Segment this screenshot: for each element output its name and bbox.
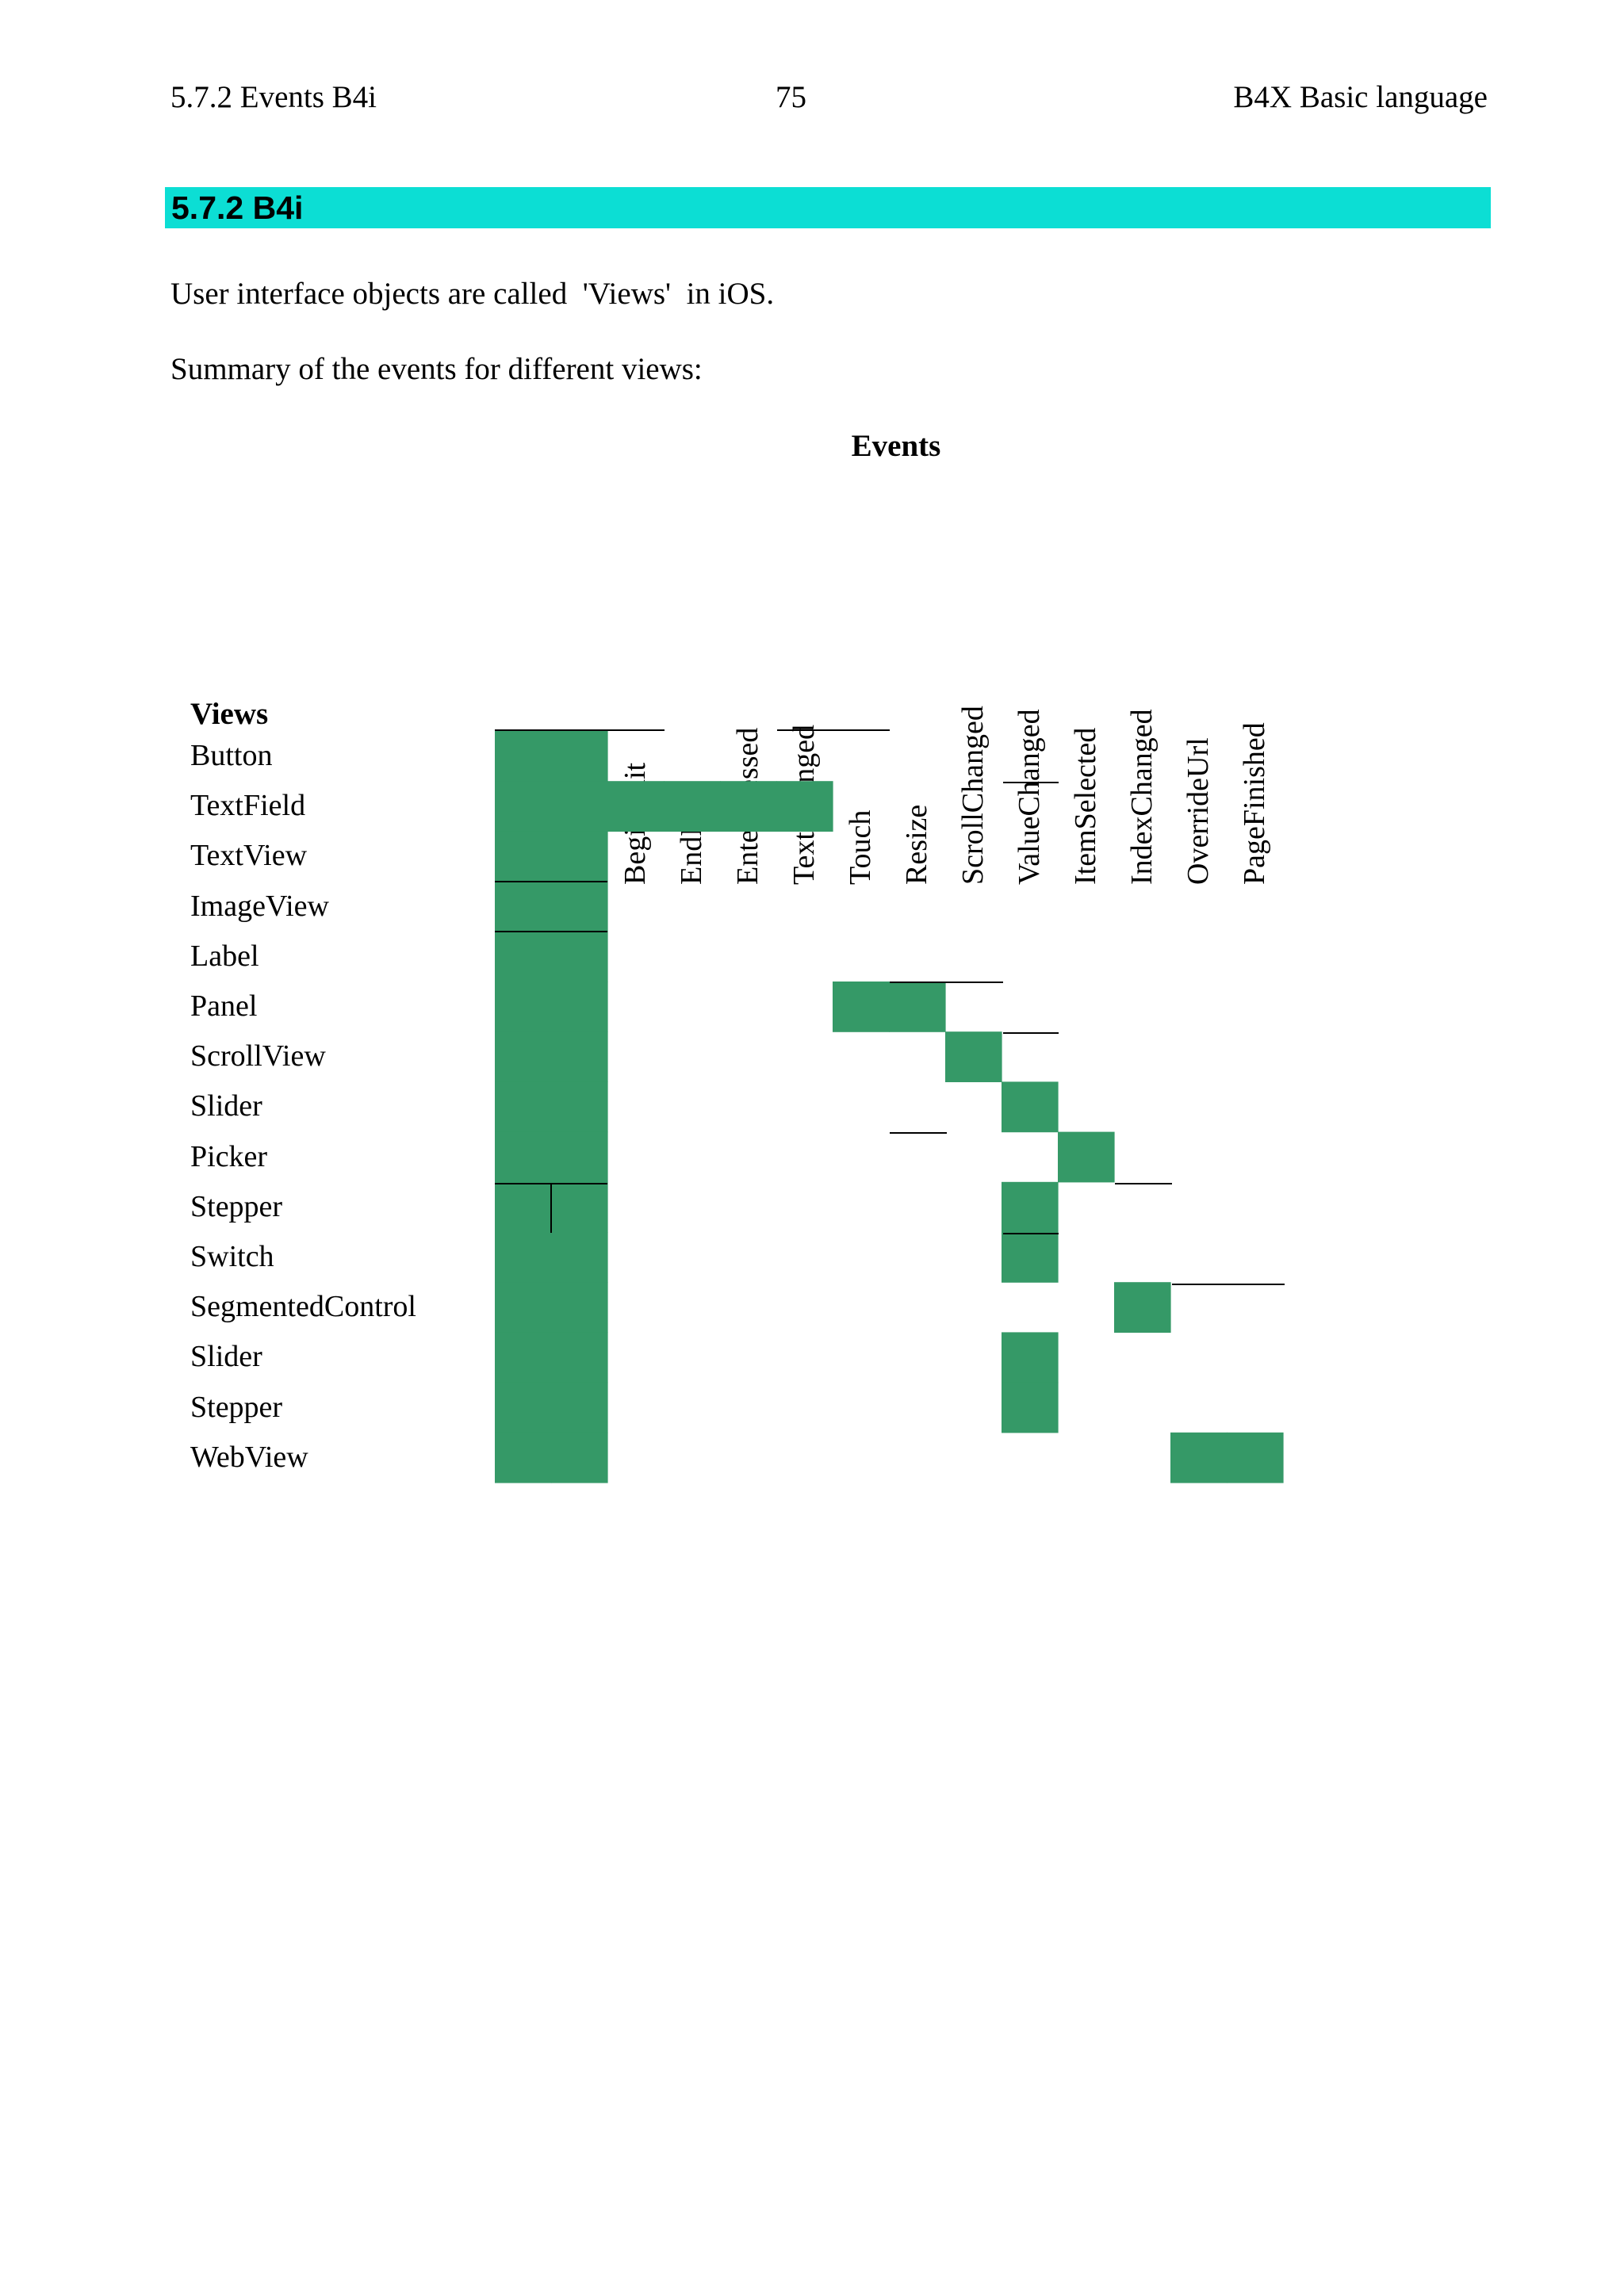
section-heading-bar: 5.7.2 B4i xyxy=(165,187,1491,228)
event-cell-click xyxy=(495,1332,552,1383)
event-cell-enterpressed xyxy=(720,781,777,832)
event-cell-click xyxy=(495,1382,552,1433)
view-row-label: ImageView xyxy=(190,889,329,923)
events-heading: Events xyxy=(851,429,941,463)
view-row-label: TextField xyxy=(190,789,306,823)
event-cell-click xyxy=(495,931,552,982)
event-cell-overrideurl xyxy=(1170,1432,1228,1483)
event-cell-longclick xyxy=(551,781,608,832)
event-cell-textchanged xyxy=(776,781,833,832)
section-title: 5.7.2 B4i xyxy=(171,189,304,226)
view-row-label: WebView xyxy=(190,1440,308,1474)
event-cell-click xyxy=(495,1031,552,1082)
view-row-label: Stepper xyxy=(190,1390,283,1424)
event-cell-longclick xyxy=(551,1181,608,1233)
event-cell-click xyxy=(495,781,552,832)
event-cell-touch xyxy=(833,982,890,1032)
event-cell-indexchanged xyxy=(1114,1282,1171,1333)
view-row-label: Label xyxy=(190,939,259,973)
event-cell-click xyxy=(495,731,552,782)
view-row-label: Picker xyxy=(190,1139,268,1173)
event-cell-click xyxy=(495,831,552,882)
event-cell-itemselected xyxy=(1058,1131,1115,1183)
event-cell-valuechanged xyxy=(1002,1081,1059,1133)
event-cell-click xyxy=(495,1181,552,1233)
event-cell-pagefinished xyxy=(1227,1432,1284,1483)
view-row-label: SegmentedControl xyxy=(190,1290,416,1324)
event-cell-longclick xyxy=(551,831,608,882)
header-chapter: 5.7.2 Events B4i xyxy=(170,80,377,114)
event-cell-click xyxy=(495,1131,552,1183)
event-cell-longclick xyxy=(551,1332,608,1383)
event-cell-longclick xyxy=(551,931,608,982)
event-cell-longclick xyxy=(551,881,608,932)
views-heading: Views xyxy=(190,697,269,731)
event-cell-longclick xyxy=(551,731,608,782)
view-row-label: Switch xyxy=(190,1240,274,1273)
event-cell-click xyxy=(495,1081,552,1133)
intro-paragraph: User interface objects are called 'Views… xyxy=(170,277,775,311)
event-cell-click xyxy=(495,1232,552,1283)
event-cell-longclick xyxy=(551,1031,608,1082)
event-cell-endedit xyxy=(664,781,721,832)
event-cell-longclick xyxy=(551,1131,608,1183)
event-cell-longclick xyxy=(551,1382,608,1433)
event-cell-longclick xyxy=(551,1081,608,1133)
event-cell-scrollchanged xyxy=(945,1031,1002,1082)
event-cell-click xyxy=(495,982,552,1032)
event-cell-longclick xyxy=(551,1232,608,1283)
event-cell-valuechanged xyxy=(1002,1382,1059,1433)
view-row-label: Button xyxy=(190,739,273,772)
event-cell-longclick xyxy=(551,982,608,1032)
header-book-title: B4X Basic language xyxy=(1233,80,1488,114)
view-row-label: ScrollView xyxy=(190,1039,326,1073)
event-cell-click xyxy=(495,881,552,932)
view-row-label: Stepper xyxy=(190,1189,283,1223)
event-cell-click xyxy=(495,1432,552,1483)
event-cell-valuechanged xyxy=(1002,1332,1059,1383)
page-number: 75 xyxy=(776,80,806,114)
view-row-label: Panel xyxy=(190,989,258,1023)
event-cell-resize xyxy=(889,982,946,1032)
view-row-label: Slider xyxy=(190,1089,262,1123)
event-cell-beginedit xyxy=(607,781,665,832)
event-cell-valuechanged xyxy=(1002,1232,1059,1283)
event-cell-longclick xyxy=(551,1282,608,1333)
event-cell-click xyxy=(495,1282,552,1333)
view-row-label: Slider xyxy=(190,1340,262,1374)
event-cell-valuechanged xyxy=(1002,1181,1059,1233)
summary-paragraph: Summary of the events for different view… xyxy=(170,352,703,386)
view-row-label: TextView xyxy=(190,839,308,873)
event-cell-longclick xyxy=(551,1432,608,1483)
